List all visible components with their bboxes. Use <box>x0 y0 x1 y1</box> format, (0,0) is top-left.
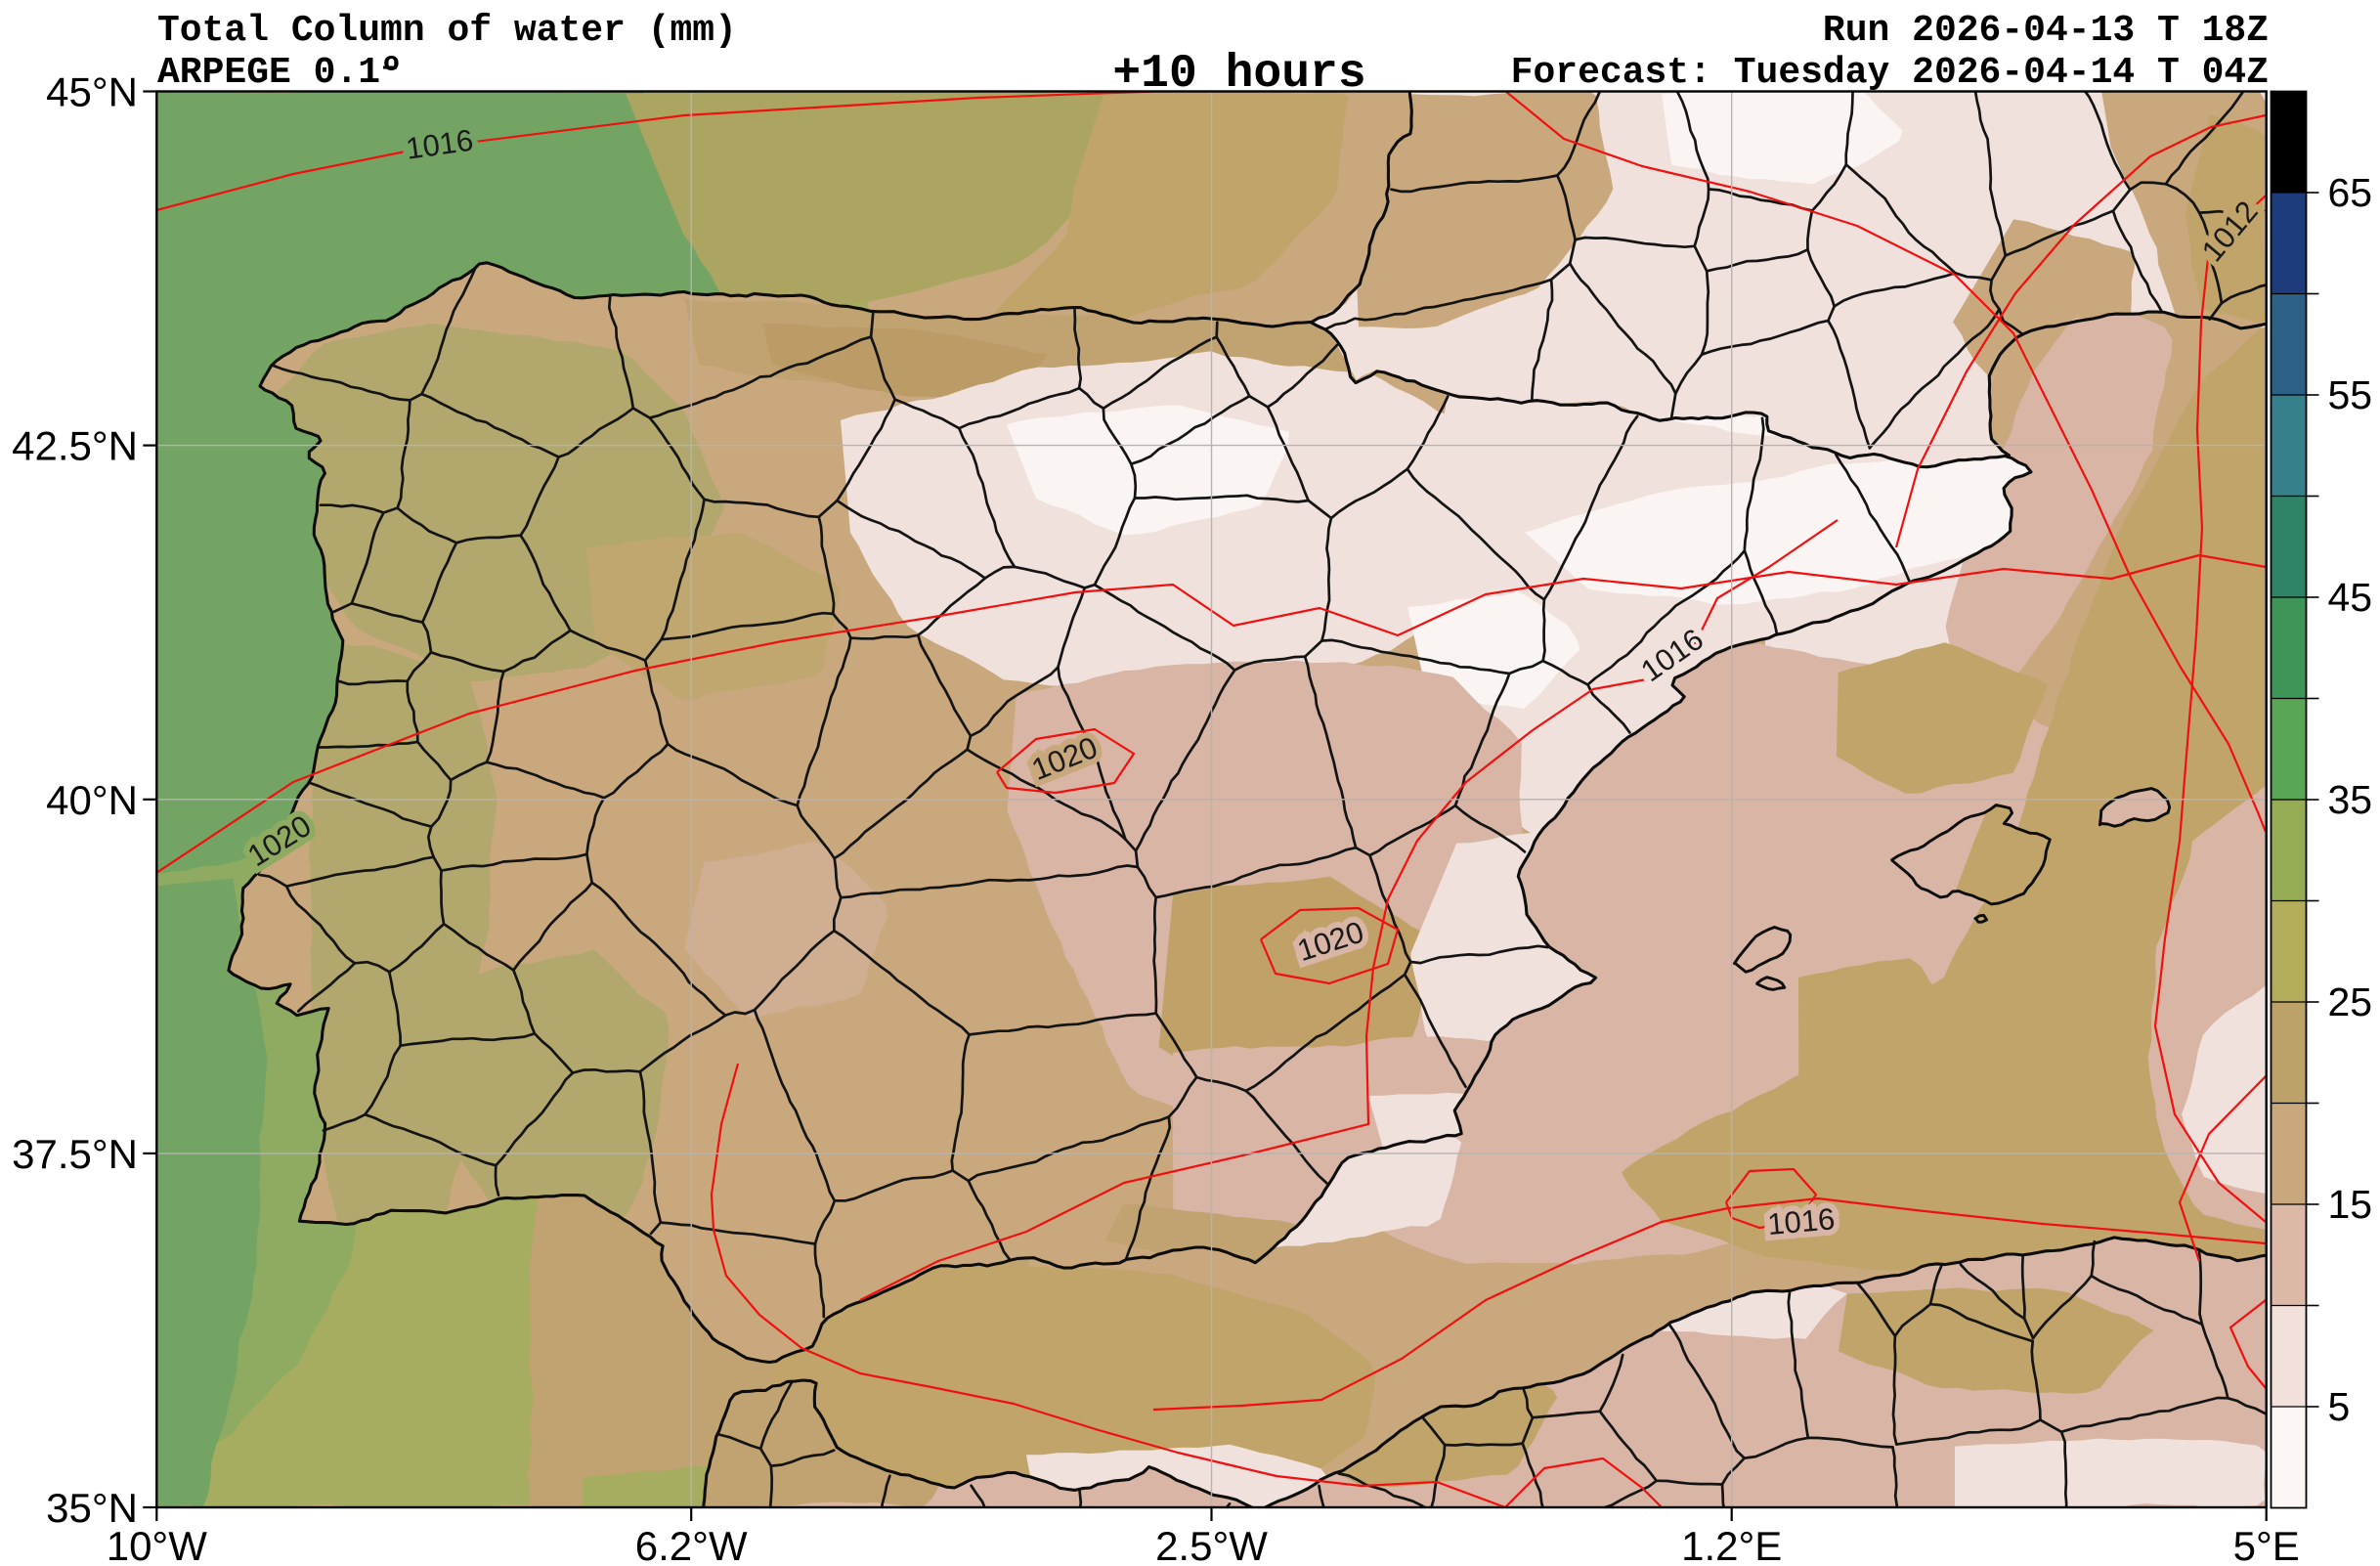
svg-text:+10 hours: +10 hours <box>1112 48 1365 101</box>
svg-text:35: 35 <box>2328 777 2373 822</box>
svg-text:25: 25 <box>2328 979 2373 1024</box>
svg-text:Forecast: Tuesday 2026-04-14 T: Forecast: Tuesday 2026-04-14 T 04Z <box>1511 52 2269 94</box>
svg-text:42.5°N: 42.5°N <box>12 423 138 469</box>
svg-text:5: 5 <box>2328 1384 2351 1429</box>
svg-text:65: 65 <box>2328 170 2373 215</box>
svg-text:35°N: 35°N <box>46 1485 138 1531</box>
svg-text:40°N: 40°N <box>46 777 138 823</box>
svg-text:1.2°E: 1.2°E <box>1681 1523 1782 1566</box>
svg-text:37.5°N: 37.5°N <box>12 1131 138 1177</box>
svg-text:55: 55 <box>2328 372 2373 417</box>
svg-text:45°N: 45°N <box>46 69 138 115</box>
svg-text:2.5°W: 2.5°W <box>1155 1523 1268 1566</box>
svg-text:6.2°W: 6.2°W <box>635 1523 748 1566</box>
svg-text:Run 2026-04-13 T 18Z: Run 2026-04-13 T 18Z <box>1823 10 2269 52</box>
svg-text:15: 15 <box>2328 1182 2373 1227</box>
svg-text:ARPEGE 0.1º: ARPEGE 0.1º <box>157 52 403 94</box>
svg-text:1016: 1016 <box>1766 1201 1837 1241</box>
svg-text:Total Column of water (mm): Total Column of water (mm) <box>157 10 737 52</box>
svg-text:45: 45 <box>2328 575 2373 620</box>
svg-text:10°W: 10°W <box>107 1523 208 1566</box>
svg-text:5°E: 5°E <box>2233 1523 2300 1566</box>
